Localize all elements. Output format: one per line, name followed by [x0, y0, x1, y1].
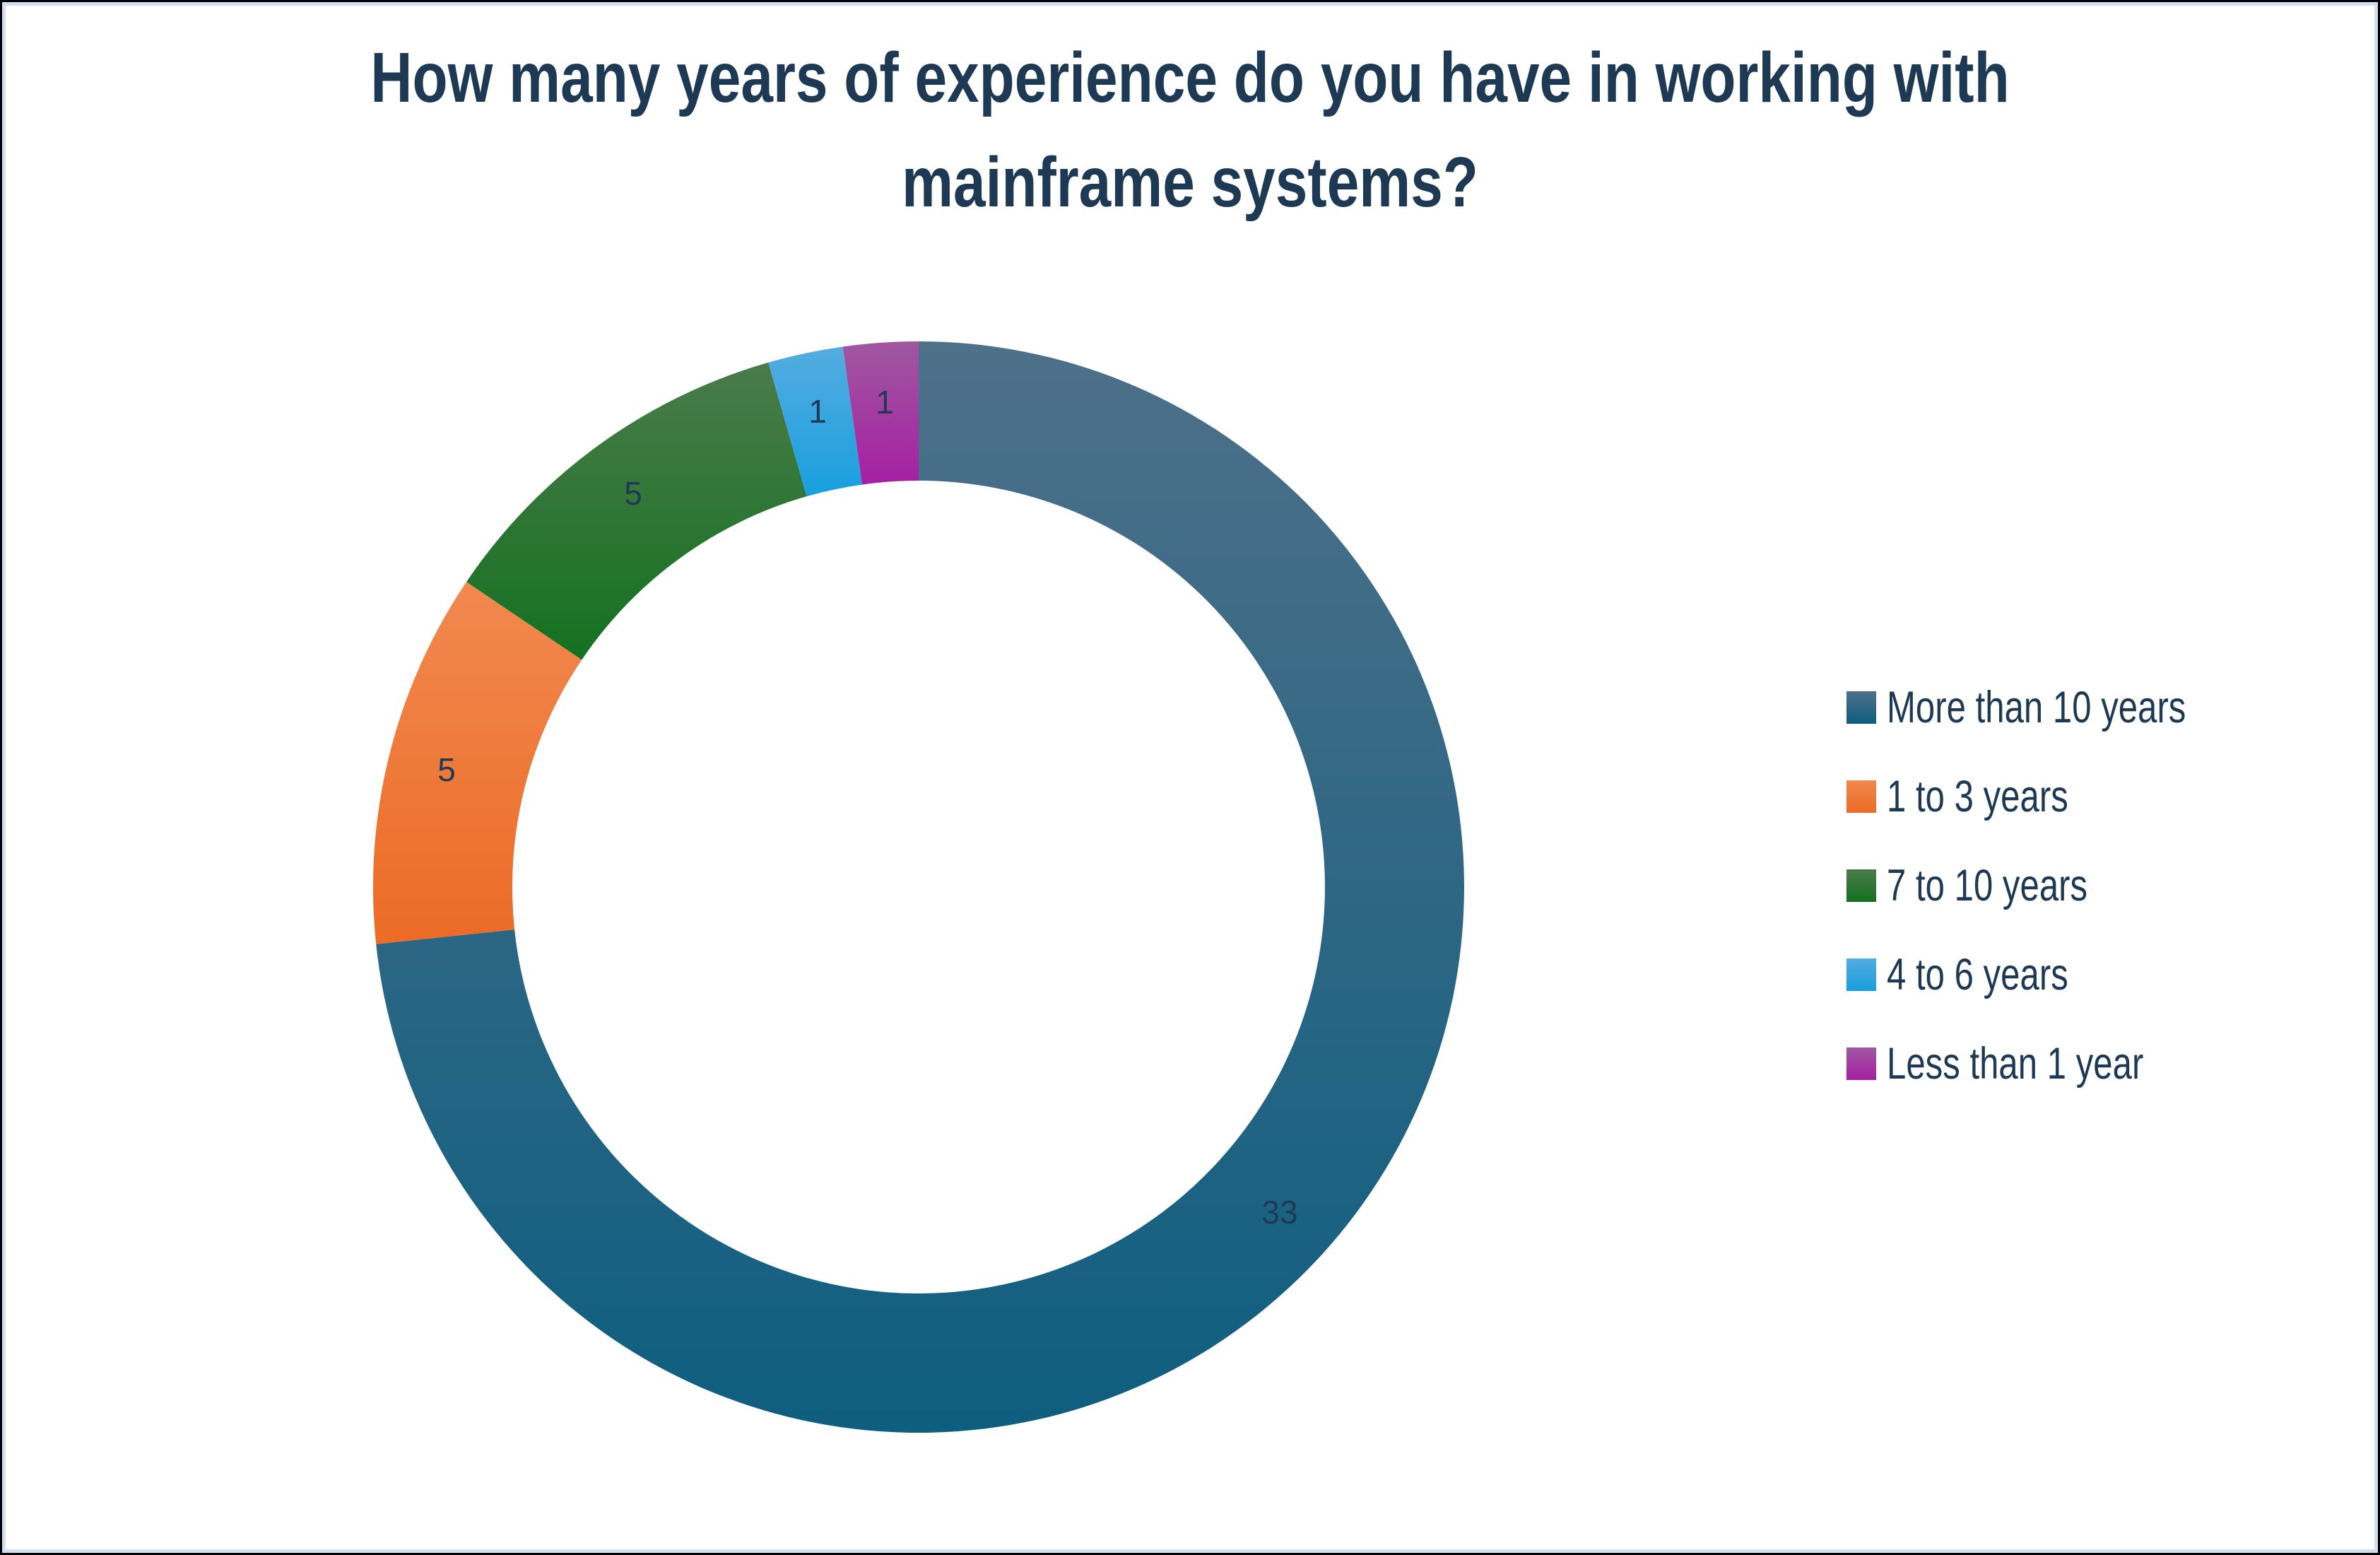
- legend-color-swatch-icon: [1846, 691, 1876, 724]
- legend-color-swatch-icon: [1846, 958, 1876, 991]
- legend-item-label: More than 10 years: [1887, 683, 2186, 732]
- data-label-4-to-6-years: 1: [808, 393, 827, 430]
- legend-item-less-than-1-year[interactable]: Less than 1 year: [1846, 1039, 2270, 1088]
- chart-title-line2: mainframe systems?: [902, 143, 1478, 222]
- donut-slice-4-to-6-years[interactable]: [768, 346, 862, 497]
- legend-item-label: 4 to 6 years: [1887, 950, 2068, 999]
- donut-slices: [372, 341, 1464, 1433]
- legend-item-more-than-10-years[interactable]: More than 10 years: [1846, 683, 2270, 732]
- data-label-1-to-3-years: 5: [437, 751, 456, 788]
- data-label-more-than-10-years: 33: [1261, 1194, 1297, 1231]
- legend-item-label: 7 to 10 years: [1887, 861, 2088, 910]
- legend: More than 10 years 1 to 3 years 7 to 10 ye…: [1846, 683, 2270, 1137]
- legend-item-label: Less than 1 year: [1887, 1039, 2144, 1088]
- legend-color-swatch-icon: [1846, 780, 1876, 813]
- donut-slice-1-to-3-years[interactable]: [372, 582, 582, 944]
- legend-item-4-to-6-years[interactable]: 4 to 6 years: [1846, 950, 2270, 999]
- legend-item-7-to-10-years[interactable]: 7 to 10 years: [1846, 861, 2270, 910]
- donut-slice-less-than-1-year[interactable]: [842, 341, 919, 485]
- legend-item-label: 1 to 3 years: [1887, 772, 2068, 821]
- legend-color-swatch-icon: [1846, 869, 1876, 902]
- data-label-less-than-1-year: 1: [876, 384, 894, 421]
- legend-color-swatch-icon: [1846, 1048, 1876, 1080]
- chart-title: How many years of experience do you have…: [214, 25, 2166, 235]
- donut-data-labels: 33 5 5 1 1: [437, 384, 1297, 1231]
- chart-title-line1: How many years of experience do you have…: [370, 38, 2010, 117]
- donut-slice-7-to-10-years[interactable]: [466, 362, 807, 660]
- data-label-7-to-10-years: 5: [624, 475, 642, 512]
- legend-item-1-to-3-years[interactable]: 1 to 3 years: [1846, 772, 2270, 821]
